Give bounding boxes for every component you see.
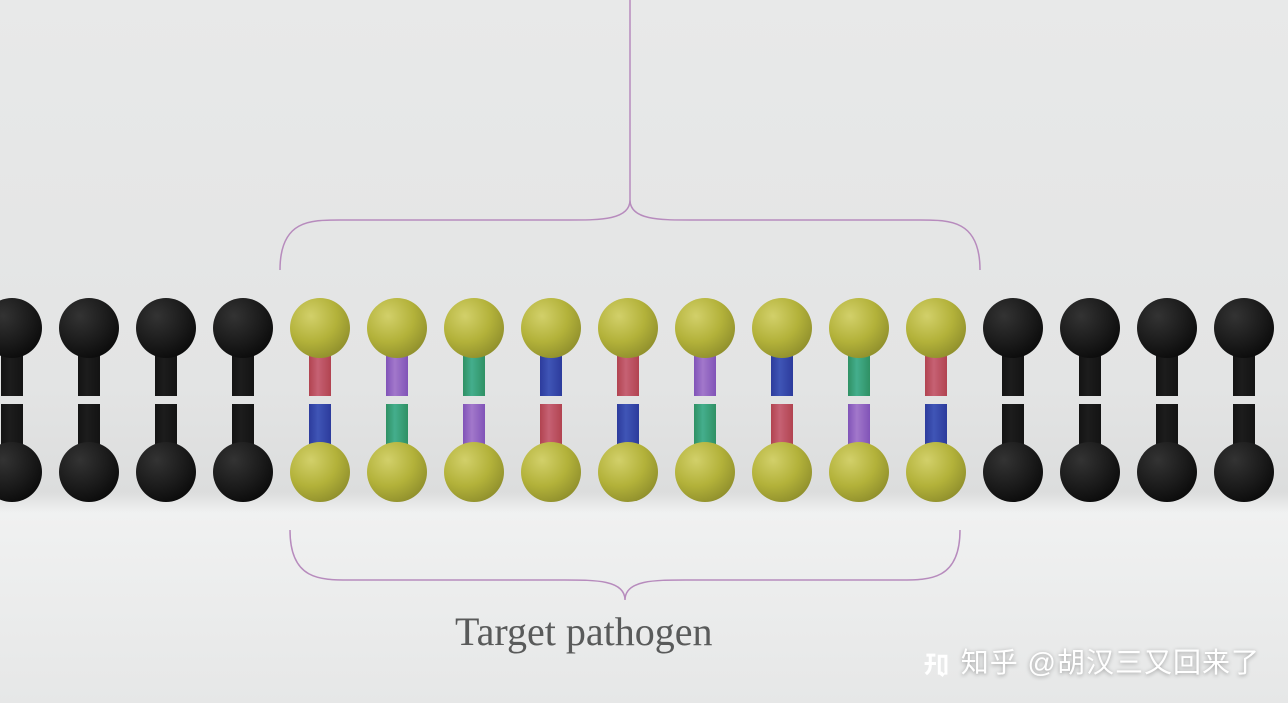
dna-strand bbox=[0, 0, 1288, 703]
watermark-text: 知乎 @胡汉三又回来了 bbox=[961, 647, 1260, 678]
target-sphere bbox=[367, 442, 427, 502]
target-sphere bbox=[906, 298, 966, 358]
flanking-sphere bbox=[136, 442, 196, 502]
flanking-base-pair bbox=[1137, 0, 1197, 703]
flanking-base-pair bbox=[1214, 0, 1274, 703]
target-base-pair bbox=[752, 0, 812, 703]
flanking-base-pair bbox=[983, 0, 1043, 703]
target-base-pair bbox=[444, 0, 504, 703]
target-sphere bbox=[675, 442, 735, 502]
flanking-sphere bbox=[983, 442, 1043, 502]
target-base-pair bbox=[290, 0, 350, 703]
flanking-base-pair bbox=[0, 0, 42, 703]
flanking-sphere bbox=[213, 298, 273, 358]
flanking-base-pair bbox=[136, 0, 196, 703]
target-sphere bbox=[521, 442, 581, 502]
flanking-sphere bbox=[1137, 298, 1197, 358]
flanking-sphere bbox=[0, 442, 42, 502]
flanking-sphere bbox=[0, 298, 42, 358]
target-sphere bbox=[444, 298, 504, 358]
target-sphere bbox=[367, 298, 427, 358]
flanking-sphere bbox=[136, 298, 196, 358]
target-sphere bbox=[752, 298, 812, 358]
target-base-pair bbox=[675, 0, 735, 703]
target-sphere bbox=[521, 298, 581, 358]
flanking-sphere bbox=[983, 298, 1043, 358]
flanking-sphere bbox=[59, 442, 119, 502]
target-base-pair bbox=[598, 0, 658, 703]
target-sphere bbox=[829, 442, 889, 502]
flanking-sphere bbox=[1060, 442, 1120, 502]
target-sphere bbox=[906, 442, 966, 502]
target-sphere bbox=[598, 298, 658, 358]
flanking-base-pair bbox=[213, 0, 273, 703]
flanking-sphere bbox=[1060, 298, 1120, 358]
target-sphere bbox=[752, 442, 812, 502]
target-sphere bbox=[598, 442, 658, 502]
target-sphere bbox=[444, 442, 504, 502]
flanking-sphere bbox=[59, 298, 119, 358]
diagram-stage: Target pathogen 知乎 @胡汉三又回来了 bbox=[0, 0, 1288, 703]
target-sphere bbox=[290, 442, 350, 502]
flanking-sphere bbox=[1214, 442, 1274, 502]
target-sphere bbox=[290, 298, 350, 358]
target-base-pair bbox=[829, 0, 889, 703]
flanking-sphere bbox=[1214, 298, 1274, 358]
target-base-pair bbox=[906, 0, 966, 703]
flanking-sphere bbox=[1137, 442, 1197, 502]
target-pathogen-label: Target pathogen bbox=[455, 608, 712, 655]
target-sphere bbox=[829, 298, 889, 358]
target-base-pair bbox=[521, 0, 581, 703]
target-base-pair bbox=[367, 0, 427, 703]
zhihu-logo-icon bbox=[921, 650, 951, 680]
flanking-sphere bbox=[213, 442, 273, 502]
flanking-base-pair bbox=[1060, 0, 1120, 703]
target-sphere bbox=[675, 298, 735, 358]
watermark: 知乎 @胡汉三又回来了 bbox=[921, 641, 1260, 681]
flanking-base-pair bbox=[59, 0, 119, 703]
